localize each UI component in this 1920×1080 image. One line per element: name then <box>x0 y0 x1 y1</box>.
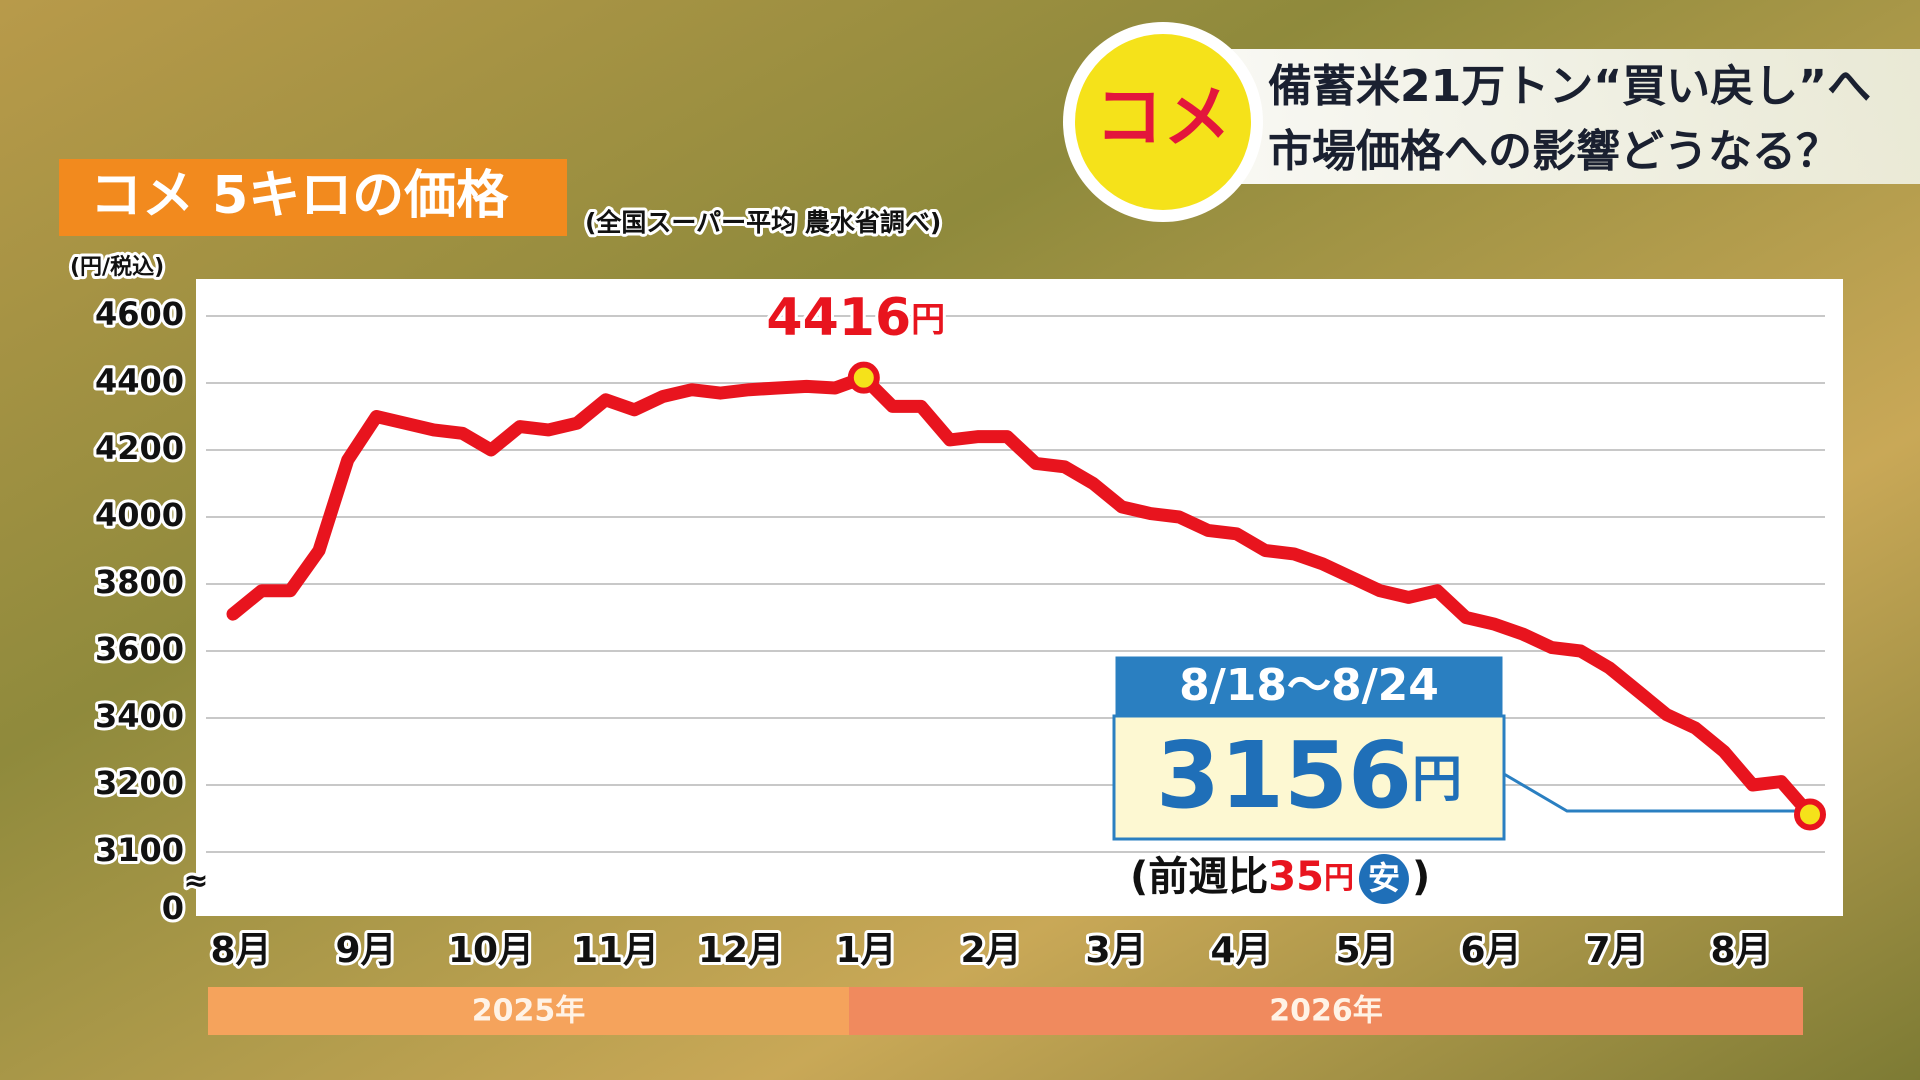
year-label: 2025年 <box>472 994 586 1029</box>
headline-line: 備蓄米21万トン“買い戻し”へ <box>1268 61 1871 112</box>
callout-connector <box>1503 772 1810 813</box>
x-tick-label: 10月 <box>448 930 534 971</box>
callout-box <box>1112 714 1506 841</box>
year-band <box>849 987 1803 1035</box>
x-tick-label: 12月 <box>698 930 784 971</box>
callout-period: 8/18～8/24 <box>1179 660 1439 711</box>
latest-marker <box>1794 798 1826 831</box>
change-prefix: (前週比 <box>1130 854 1268 900</box>
chart-subtitle: (全国スーパー平均 農水省調べ) <box>585 208 941 237</box>
x-tick-label: 8月 <box>210 930 271 971</box>
x-tick-label: 6月 <box>1460 930 1521 971</box>
y-tick-label: 0 <box>162 889 184 927</box>
change-direction-badge <box>1358 854 1409 904</box>
y-tick-label: 3600 <box>95 630 184 668</box>
x-tick-label: 7月 <box>1585 930 1646 971</box>
y-tick-label: 4400 <box>95 362 184 400</box>
change-direction: 安 <box>1368 859 1400 897</box>
headline-banner <box>1180 49 1920 184</box>
y-tick-label: 4200 <box>95 429 184 467</box>
peak-unit: 円 <box>911 300 945 340</box>
plot-area <box>196 279 1843 916</box>
year-band <box>208 987 849 1035</box>
y-tick-label: 3800 <box>95 563 184 601</box>
x-tick-label: 5月 <box>1335 930 1396 971</box>
change-text: (前週比35円 <box>1130 854 1354 900</box>
peak-label: 4416円 <box>766 288 945 348</box>
badge <box>1075 34 1251 210</box>
headline-line: 市場価格への影響どうなる？ <box>1268 126 1840 177</box>
title-box <box>59 159 567 236</box>
x-tick-label: 9月 <box>335 930 396 971</box>
y-axis-label: (円/税込) <box>70 254 164 280</box>
x-tick-label: 2月 <box>960 930 1021 971</box>
y-tick-label: 3100 <box>95 831 184 869</box>
change-suffix: ) <box>1412 854 1430 900</box>
y-tick-label: 3200 <box>95 764 184 802</box>
y-tick-label: 4000 <box>95 496 184 534</box>
change-amount: 35 <box>1268 854 1324 900</box>
x-tick-label: 3月 <box>1085 930 1146 971</box>
price-line <box>226 371 1817 821</box>
chart-title: コメ 5キロの価格 <box>90 166 509 226</box>
badge-text: コメ <box>1095 79 1231 158</box>
y-tick-label: 3400 <box>95 697 184 735</box>
x-tick-label: 4月 <box>1210 930 1271 971</box>
callout-header <box>1112 653 1506 718</box>
x-tick-label: 8月 <box>1710 930 1771 971</box>
callout-value-text: 3156円 <box>1156 722 1462 829</box>
change-unit: 円 <box>1324 861 1354 896</box>
year-label: 2026年 <box>1269 994 1383 1029</box>
callout-value: 3156 <box>1156 722 1412 829</box>
peak-marker <box>847 361 880 394</box>
peak-value: 4416 <box>766 288 911 348</box>
x-tick-label: 1月 <box>835 930 896 971</box>
y-tick-label: 4600 <box>95 295 184 333</box>
x-tick-label: 11月 <box>573 930 659 971</box>
callout-unit: 円 <box>1412 750 1462 808</box>
axis-break: ≈ <box>183 864 208 899</box>
